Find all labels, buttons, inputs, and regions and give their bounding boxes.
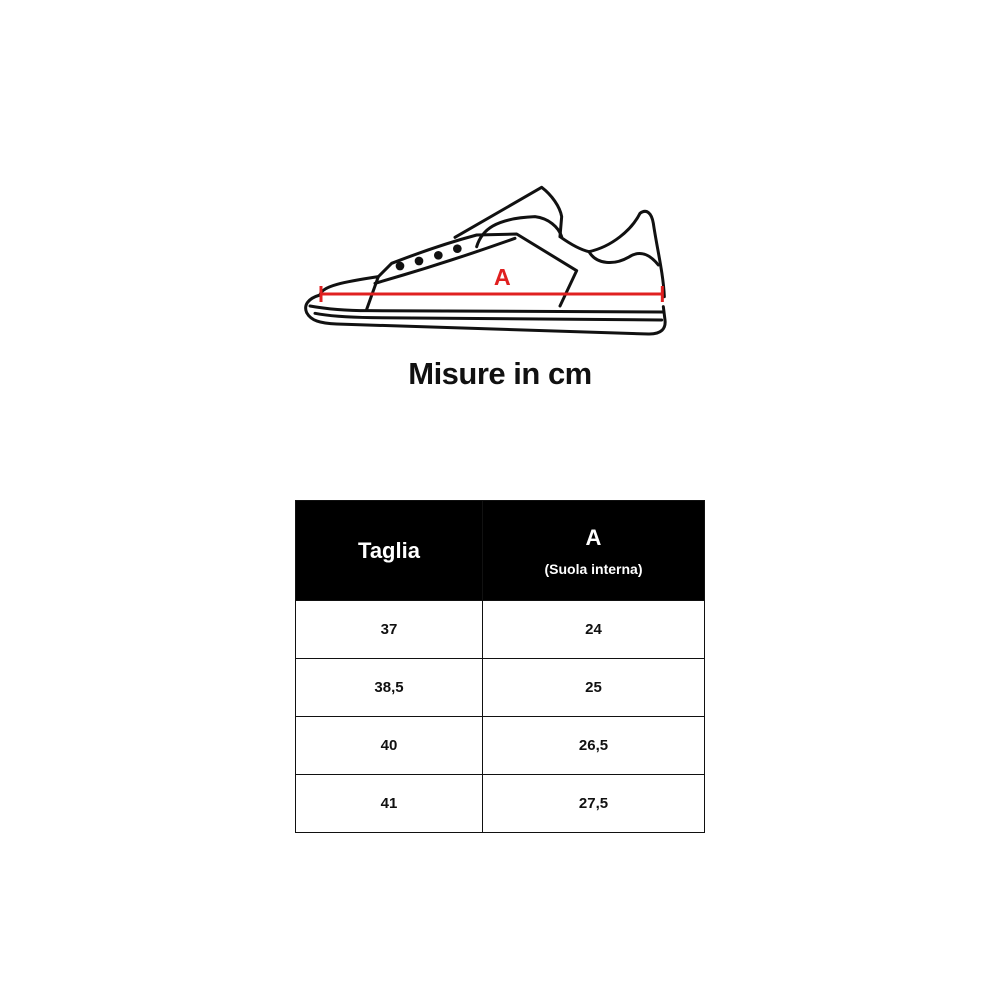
midsole-line [308,304,665,314]
table-row: 40 26,5 [295,716,705,775]
header-a: A (Suola interna) [482,500,705,601]
lace-holes [395,244,462,271]
heel-tab [587,209,666,299]
size-table: Taglia A (Suola interna) 37 24 38,5 25 40 26… [295,500,705,833]
midsole-line-2 [313,311,664,322]
table-row: 38,5 25 [295,658,705,717]
table-header: Taglia A (Suola interna) [295,500,705,601]
measure-line-a [319,286,664,302]
table-row: 37 24 [295,600,705,659]
table-row: 41 27,5 [295,774,705,833]
lace-panel [373,236,517,285]
measure-label: A [494,264,511,290]
page-title: Misure in cm [408,356,592,391]
sole-outline [304,293,667,336]
header-size: Taglia [295,500,483,601]
upper-top [376,232,579,308]
tongue [453,185,564,239]
tongue-inner [475,215,564,249]
shoe-diagram: A [304,185,667,336]
collar [558,235,660,267]
